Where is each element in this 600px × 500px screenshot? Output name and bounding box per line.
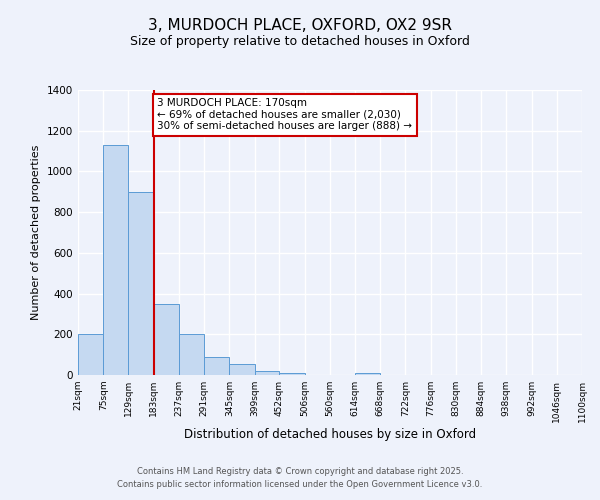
Bar: [229, 364, 254, 375]
Bar: [78, 334, 103, 375]
Text: Size of property relative to detached houses in Oxford: Size of property relative to detached ho…: [130, 35, 470, 48]
Bar: [254, 371, 280, 375]
Text: 3, MURDOCH PLACE, OXFORD, OX2 9SR: 3, MURDOCH PLACE, OXFORD, OX2 9SR: [148, 18, 452, 32]
Bar: [154, 304, 179, 375]
Text: Contains public sector information licensed under the Open Government Licence v3: Contains public sector information licen…: [118, 480, 482, 489]
Bar: [128, 192, 154, 375]
Bar: [179, 334, 204, 375]
Bar: [204, 356, 229, 375]
Bar: [355, 373, 380, 375]
Y-axis label: Number of detached properties: Number of detached properties: [31, 145, 41, 320]
Bar: [103, 145, 128, 375]
Text: Contains HM Land Registry data © Crown copyright and database right 2025.: Contains HM Land Registry data © Crown c…: [137, 467, 463, 476]
Bar: [280, 373, 305, 375]
Text: 3 MURDOCH PLACE: 170sqm
← 69% of detached houses are smaller (2,030)
30% of semi: 3 MURDOCH PLACE: 170sqm ← 69% of detache…: [157, 98, 412, 132]
X-axis label: Distribution of detached houses by size in Oxford: Distribution of detached houses by size …: [184, 428, 476, 440]
